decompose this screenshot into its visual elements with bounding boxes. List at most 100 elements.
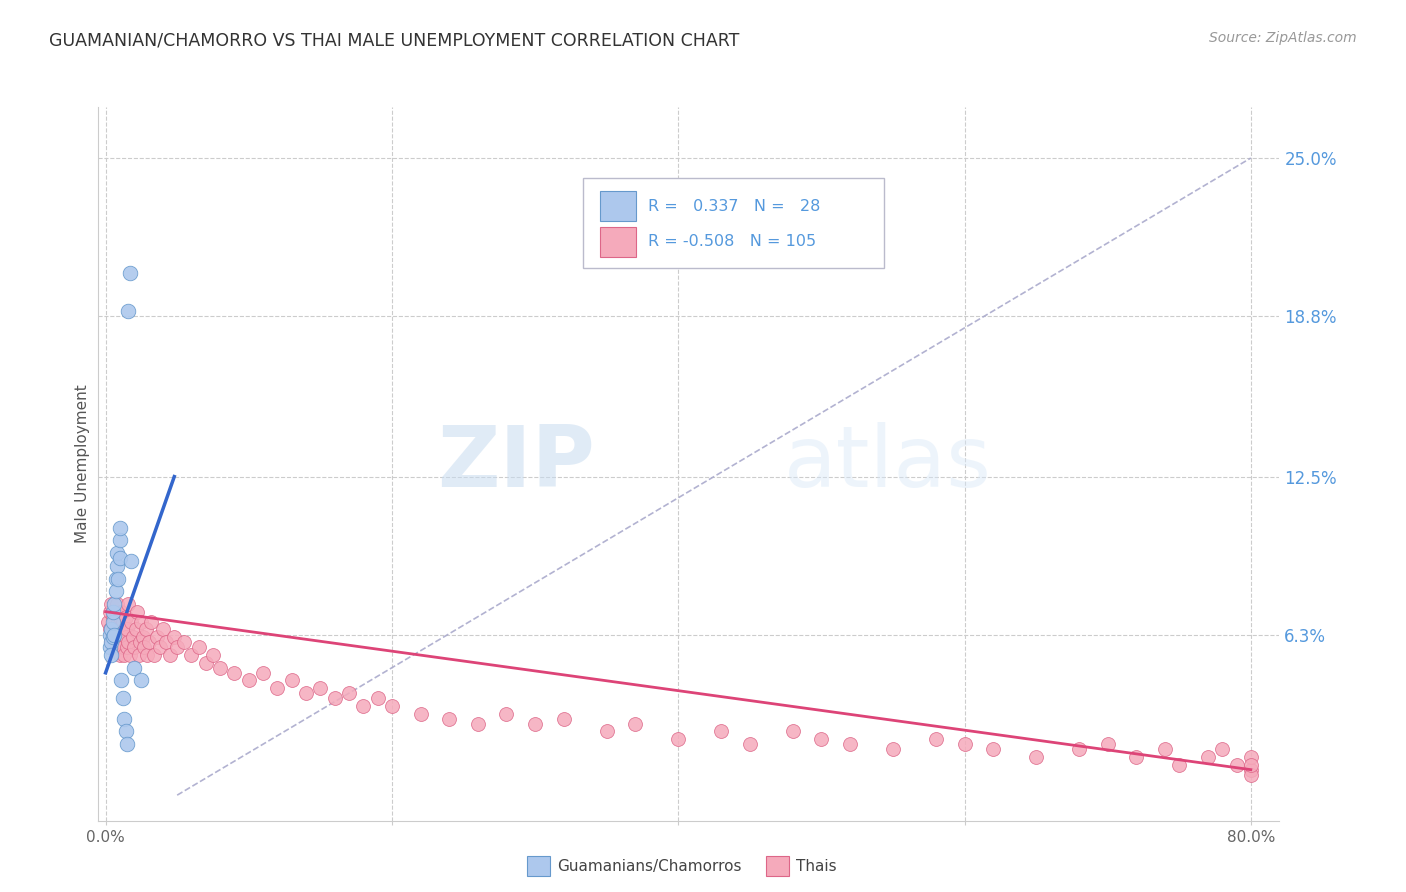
Point	[409, 706, 432, 721]
Point	[131, 615, 153, 629]
Point	[105, 623, 128, 637]
Point	[1097, 737, 1119, 751]
Y-axis label: Male Unemployment: Male Unemployment	[75, 384, 90, 543]
Point	[101, 630, 124, 644]
Point	[105, 597, 128, 611]
Point	[1240, 750, 1263, 764]
Text: Thais: Thais	[796, 859, 837, 873]
Point	[128, 648, 150, 662]
Point	[173, 635, 195, 649]
Point	[553, 712, 575, 726]
Point	[122, 661, 145, 675]
Point	[159, 648, 181, 662]
Text: Source: ZipAtlas.com: Source: ZipAtlas.com	[1209, 31, 1357, 45]
Point	[115, 640, 138, 655]
Point	[103, 597, 125, 611]
Point	[738, 737, 761, 751]
Point	[146, 630, 169, 644]
Point	[100, 623, 122, 637]
Point	[115, 623, 138, 637]
Point	[495, 706, 517, 721]
Point	[134, 640, 156, 655]
Point	[710, 724, 733, 739]
Point	[524, 716, 547, 731]
Point	[323, 691, 346, 706]
Text: Guamanians/Chamorros: Guamanians/Chamorros	[557, 859, 741, 873]
Point	[209, 661, 232, 675]
Point	[149, 640, 172, 655]
Point	[224, 665, 246, 680]
Text: R =   0.337   N =   28: R = 0.337 N = 28	[648, 199, 820, 214]
Point	[138, 635, 160, 649]
Point	[101, 630, 124, 644]
Point	[103, 597, 125, 611]
Point	[104, 572, 127, 586]
Point	[352, 698, 374, 713]
Point	[595, 724, 617, 739]
Text: R = -0.508   N = 105: R = -0.508 N = 105	[648, 235, 815, 250]
Point	[882, 742, 904, 756]
Point	[136, 648, 159, 662]
Point	[143, 648, 166, 662]
Point	[266, 681, 288, 695]
Point	[155, 635, 177, 649]
Point	[437, 712, 460, 726]
Point	[666, 732, 689, 747]
Point	[132, 630, 155, 644]
Point	[108, 623, 131, 637]
Point	[131, 673, 153, 688]
Point	[925, 732, 948, 747]
Point	[117, 304, 139, 318]
Point	[100, 597, 122, 611]
Point	[1125, 750, 1147, 764]
Point	[114, 609, 136, 624]
Point	[111, 691, 134, 706]
Point	[105, 640, 128, 655]
Point	[98, 623, 121, 637]
Point	[120, 615, 142, 629]
Point	[252, 665, 274, 680]
Point	[121, 630, 143, 644]
Point	[180, 648, 202, 662]
Point	[107, 615, 129, 629]
Point	[166, 640, 188, 655]
Point	[129, 635, 152, 649]
Point	[1240, 757, 1263, 772]
Point	[1211, 742, 1233, 756]
Point	[141, 615, 163, 629]
Point	[107, 572, 129, 586]
Point	[1067, 742, 1090, 756]
Point	[810, 732, 832, 747]
Point	[839, 737, 862, 751]
Point	[467, 716, 489, 731]
Point	[117, 597, 139, 611]
Point	[112, 623, 135, 637]
Point	[280, 673, 302, 688]
Point	[1240, 768, 1263, 782]
Point	[105, 546, 128, 560]
Point	[103, 615, 125, 629]
Point	[108, 551, 131, 566]
Point	[782, 724, 804, 739]
Point	[117, 635, 139, 649]
Point	[981, 742, 1004, 756]
Point	[101, 609, 124, 624]
Point	[125, 605, 148, 619]
Point	[101, 615, 124, 629]
Point	[107, 630, 129, 644]
Point	[98, 627, 121, 641]
Point	[108, 648, 131, 662]
Point	[337, 686, 360, 700]
Point	[124, 623, 146, 637]
Point	[108, 533, 131, 548]
Point	[110, 605, 132, 619]
Point	[104, 605, 127, 619]
Point	[111, 640, 134, 655]
Point	[112, 712, 135, 726]
Point	[98, 640, 121, 655]
Point	[103, 627, 125, 641]
Point	[108, 520, 131, 534]
Point	[105, 558, 128, 573]
Point	[152, 623, 174, 637]
Point	[295, 686, 318, 700]
